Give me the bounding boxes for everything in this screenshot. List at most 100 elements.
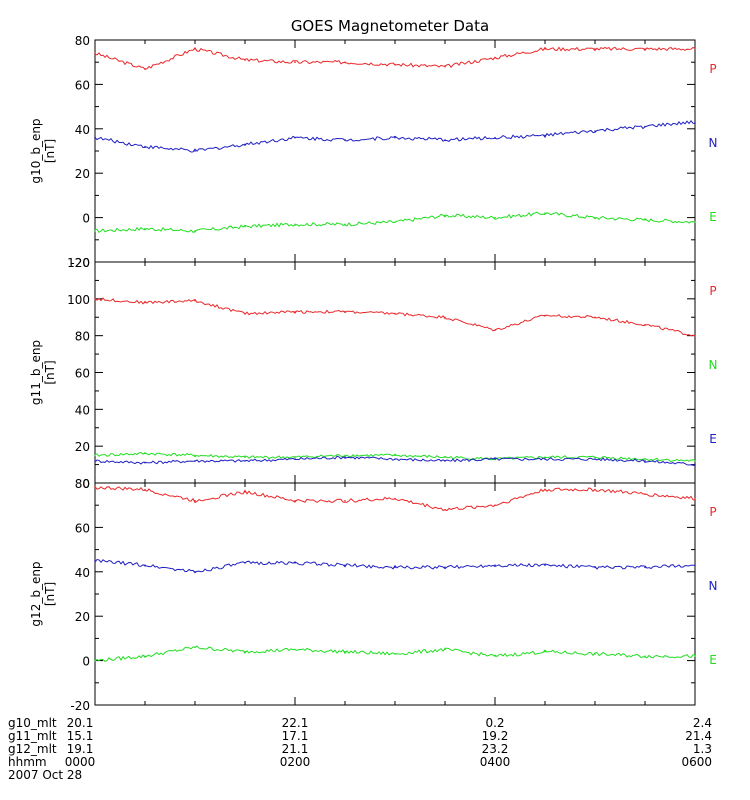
data-point (594, 48, 596, 50)
legend-entry-N: N (709, 358, 718, 372)
data-point (94, 52, 96, 55)
data-point (294, 458, 296, 460)
data-point (344, 61, 346, 63)
data-point (544, 458, 546, 460)
y-tick-label: 60 (75, 78, 90, 92)
legend-entry-E: E (709, 432, 717, 446)
x-axis-labels: g10_mlt 20.1 22.1 0.2 2.4 g11_mlt 15.1 17.1 19.2… (8, 716, 712, 782)
data-point (194, 499, 196, 502)
data-point (594, 566, 596, 569)
panel-3: -20 0 20 40 60 80 g12_b_enp [nT] P N E (29, 477, 717, 713)
y-tick-label: 0 (82, 655, 90, 669)
data-point (644, 125, 646, 128)
legend-entry-P: P (709, 62, 716, 76)
data-point (694, 463, 696, 466)
y-tick-label: 40 (75, 566, 90, 580)
data-point (144, 301, 146, 304)
data-point (544, 650, 546, 653)
y-tick-label: 0 (82, 212, 90, 226)
data-point (194, 454, 196, 457)
data-point (344, 139, 346, 141)
data-point (144, 68, 146, 70)
data-point (494, 329, 496, 331)
data-point (244, 491, 246, 493)
x-row-value: 19.1 (67, 742, 94, 756)
data-point (694, 460, 696, 462)
data-point (94, 298, 96, 300)
data-point (644, 48, 646, 50)
x-row-value: 19.2 (482, 729, 509, 743)
y-tick-label: 0 (82, 477, 90, 491)
x-row-value: 21.4 (685, 729, 712, 743)
y-tick-label: 80 (75, 330, 90, 344)
series-line-N (94, 558, 695, 574)
x-row-value: 23.2 (482, 742, 509, 756)
y-axis-unit: [nT] (43, 582, 57, 606)
data-point (244, 143, 246, 146)
legend-entry-N: N (709, 579, 718, 593)
x-row-label: g11_mlt (8, 729, 57, 743)
y-tick-label: 40 (75, 123, 90, 137)
data-point (594, 653, 596, 655)
data-point (444, 214, 446, 217)
panel-1: -20 0 20 40 60 80 g10_b_enp [nT] P N E (29, 34, 717, 270)
data-point (644, 323, 646, 326)
data-point (694, 334, 696, 337)
data-point (544, 456, 546, 459)
data-point (444, 508, 446, 511)
data-point (494, 655, 496, 657)
legend-entry-E: E (709, 210, 717, 224)
y-tick-label: 60 (75, 367, 90, 381)
data-point (244, 650, 246, 653)
x-row-label: hhmm (8, 755, 47, 769)
data-point (394, 458, 396, 460)
data-point (694, 564, 696, 566)
series-line-N (94, 119, 696, 153)
x-row-value: 21.1 (282, 742, 309, 756)
data-point (544, 314, 546, 317)
data-point (394, 497, 396, 500)
data-point (94, 659, 96, 662)
y-tick-label: 60 (75, 521, 90, 535)
x-row-value: 0000 (65, 755, 96, 769)
data-point (444, 460, 446, 462)
y-tick-label: -20 (70, 256, 90, 270)
data-point (294, 562, 296, 564)
chart-title: GOES Magnetometer Data (291, 17, 489, 35)
data-point (144, 227, 146, 230)
y-tick-label: 20 (75, 167, 90, 181)
data-point (194, 571, 196, 573)
y-axis-label: g11_b_enp (29, 340, 43, 405)
data-point (444, 456, 446, 459)
data-point (644, 458, 646, 460)
data-point (144, 488, 146, 491)
x-row-value: 0.2 (485, 716, 504, 730)
x-row-value: 2.4 (693, 716, 712, 730)
y-tick-label: -20 (70, 699, 90, 713)
data-point (94, 559, 96, 562)
y-tick-label: 80 (75, 34, 90, 48)
data-point (694, 655, 696, 657)
data-point (494, 458, 496, 460)
data-point (144, 452, 146, 455)
y-axis-label: g12_b_enp (29, 561, 43, 626)
series-line-P (94, 46, 696, 70)
data-point (94, 460, 96, 462)
y-axis-label: g10_b_enp (29, 118, 43, 183)
data-point (94, 454, 96, 457)
x-row-label: g10_mlt (8, 716, 57, 730)
y-axis-unit: [nT] (43, 139, 57, 163)
data-point (544, 134, 546, 137)
data-point (344, 650, 346, 653)
data-point (594, 216, 596, 219)
panel-2: 0 20 40 60 80 100 120 g11_b_enp [nT] P N E (29, 256, 717, 491)
x-row-value: 0400 (480, 755, 511, 769)
series-line-E (94, 455, 696, 467)
y-tick-label: 120 (67, 256, 90, 270)
data-point (594, 130, 596, 132)
data-point (494, 136, 496, 139)
y-tick-label: 40 (75, 403, 90, 417)
data-point (344, 310, 346, 313)
y-tick-label: 100 (67, 293, 90, 307)
x-row-value: 1.3 (693, 742, 712, 756)
